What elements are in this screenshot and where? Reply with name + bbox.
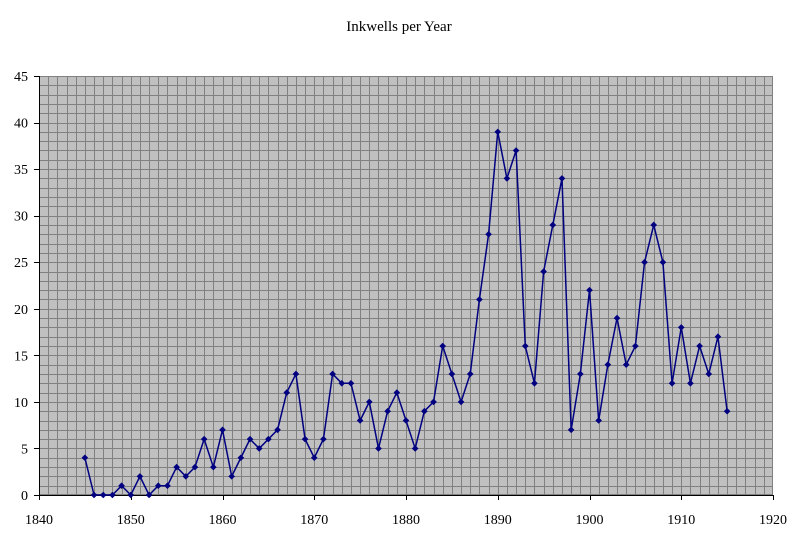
data-point (613, 314, 621, 322)
data-point (577, 370, 584, 378)
y-axis-tick-labels: 0 5 10 15 20 25 30 35 40 45 (14, 70, 28, 504)
data-point (338, 379, 346, 387)
x-tick-label: 1900 (576, 513, 604, 528)
data-point (81, 454, 89, 462)
data-point (173, 463, 180, 471)
data-point (402, 417, 410, 424)
x-tick-label: 1920 (759, 513, 787, 528)
y-tick-label: 30 (14, 210, 28, 225)
data-point (356, 417, 364, 424)
data-point (283, 389, 291, 396)
data-point (375, 445, 382, 452)
data-point (366, 398, 373, 406)
data-point (255, 445, 263, 452)
data-point (292, 370, 300, 378)
y-tick-label: 35 (14, 163, 28, 178)
data-point (210, 463, 217, 471)
data-point (228, 473, 235, 480)
data-point (558, 175, 566, 182)
data-point (714, 333, 722, 341)
data-point (476, 296, 483, 303)
data-point (118, 482, 125, 489)
data-point (512, 147, 520, 154)
horizontal-gridlines (39, 85, 773, 487)
data-point (310, 454, 318, 462)
data-point (531, 379, 538, 387)
data-point (549, 221, 557, 229)
y-tick-label: 45 (14, 70, 28, 85)
x-tick-label: 1890 (484, 513, 512, 528)
data-point (503, 175, 511, 182)
data-point (347, 379, 355, 387)
data-point (705, 370, 713, 378)
data-point (521, 342, 529, 350)
data-point (411, 445, 419, 452)
data-point (109, 491, 116, 499)
data-point (237, 454, 245, 462)
data-point (595, 417, 602, 424)
data-point (164, 482, 171, 489)
y-tick-label: 0 (21, 489, 28, 504)
data-point (182, 473, 190, 480)
x-tick-label: 1870 (300, 513, 328, 528)
y-tick-label: 15 (14, 349, 28, 364)
data-point (567, 426, 575, 434)
data-point (301, 435, 309, 443)
data-point (329, 370, 336, 378)
y-tick-label: 10 (14, 396, 28, 411)
data-point (687, 379, 694, 387)
data-point (659, 258, 667, 266)
data-point (154, 482, 162, 489)
data-point (494, 128, 502, 136)
data-point (604, 361, 612, 368)
data-point (650, 221, 658, 229)
data-point (320, 435, 327, 443)
data-point (430, 398, 437, 406)
data-point (668, 379, 676, 387)
data-point (696, 342, 703, 350)
y-tick-label: 25 (14, 256, 28, 271)
y-tick-label: 40 (14, 117, 28, 132)
y-tick-label: 20 (14, 303, 28, 318)
data-point (540, 268, 547, 275)
data-point (384, 407, 391, 415)
data-point (265, 435, 272, 443)
x-tick-label: 1850 (117, 513, 145, 528)
data-point (485, 230, 492, 238)
data-point (145, 491, 153, 499)
data-point (723, 407, 731, 415)
data-point (448, 370, 456, 378)
x-tick-label: 1840 (25, 513, 53, 528)
data-point (99, 491, 107, 499)
data-point (393, 389, 401, 396)
data-point (90, 491, 98, 499)
data-point (136, 473, 144, 480)
data-point (439, 342, 446, 350)
chart-title: Inkwells per Year (346, 19, 451, 35)
x-tick-label: 1880 (392, 513, 420, 528)
data-point (457, 398, 465, 406)
y-tick-label: 5 (21, 442, 28, 457)
data-point (622, 361, 630, 368)
data-point (246, 435, 254, 443)
data-point (191, 463, 199, 471)
data-point (127, 491, 135, 499)
x-tick-label: 1910 (667, 513, 695, 528)
data-point (274, 426, 281, 434)
data-point (421, 407, 428, 415)
x-axis-tick-labels: 1840 1850 1860 1870 1880 1890 1900 1910 1920 (25, 513, 787, 528)
data-point (466, 370, 474, 378)
data-point (632, 342, 639, 350)
vertical-gridlines (48, 76, 765, 495)
data-series (81, 128, 731, 499)
data-point (200, 435, 208, 443)
data-point (677, 324, 685, 331)
data-point (219, 426, 226, 434)
axes (39, 76, 773, 496)
data-point (641, 258, 648, 266)
data-point (586, 286, 593, 294)
x-tick-label: 1860 (209, 513, 237, 528)
